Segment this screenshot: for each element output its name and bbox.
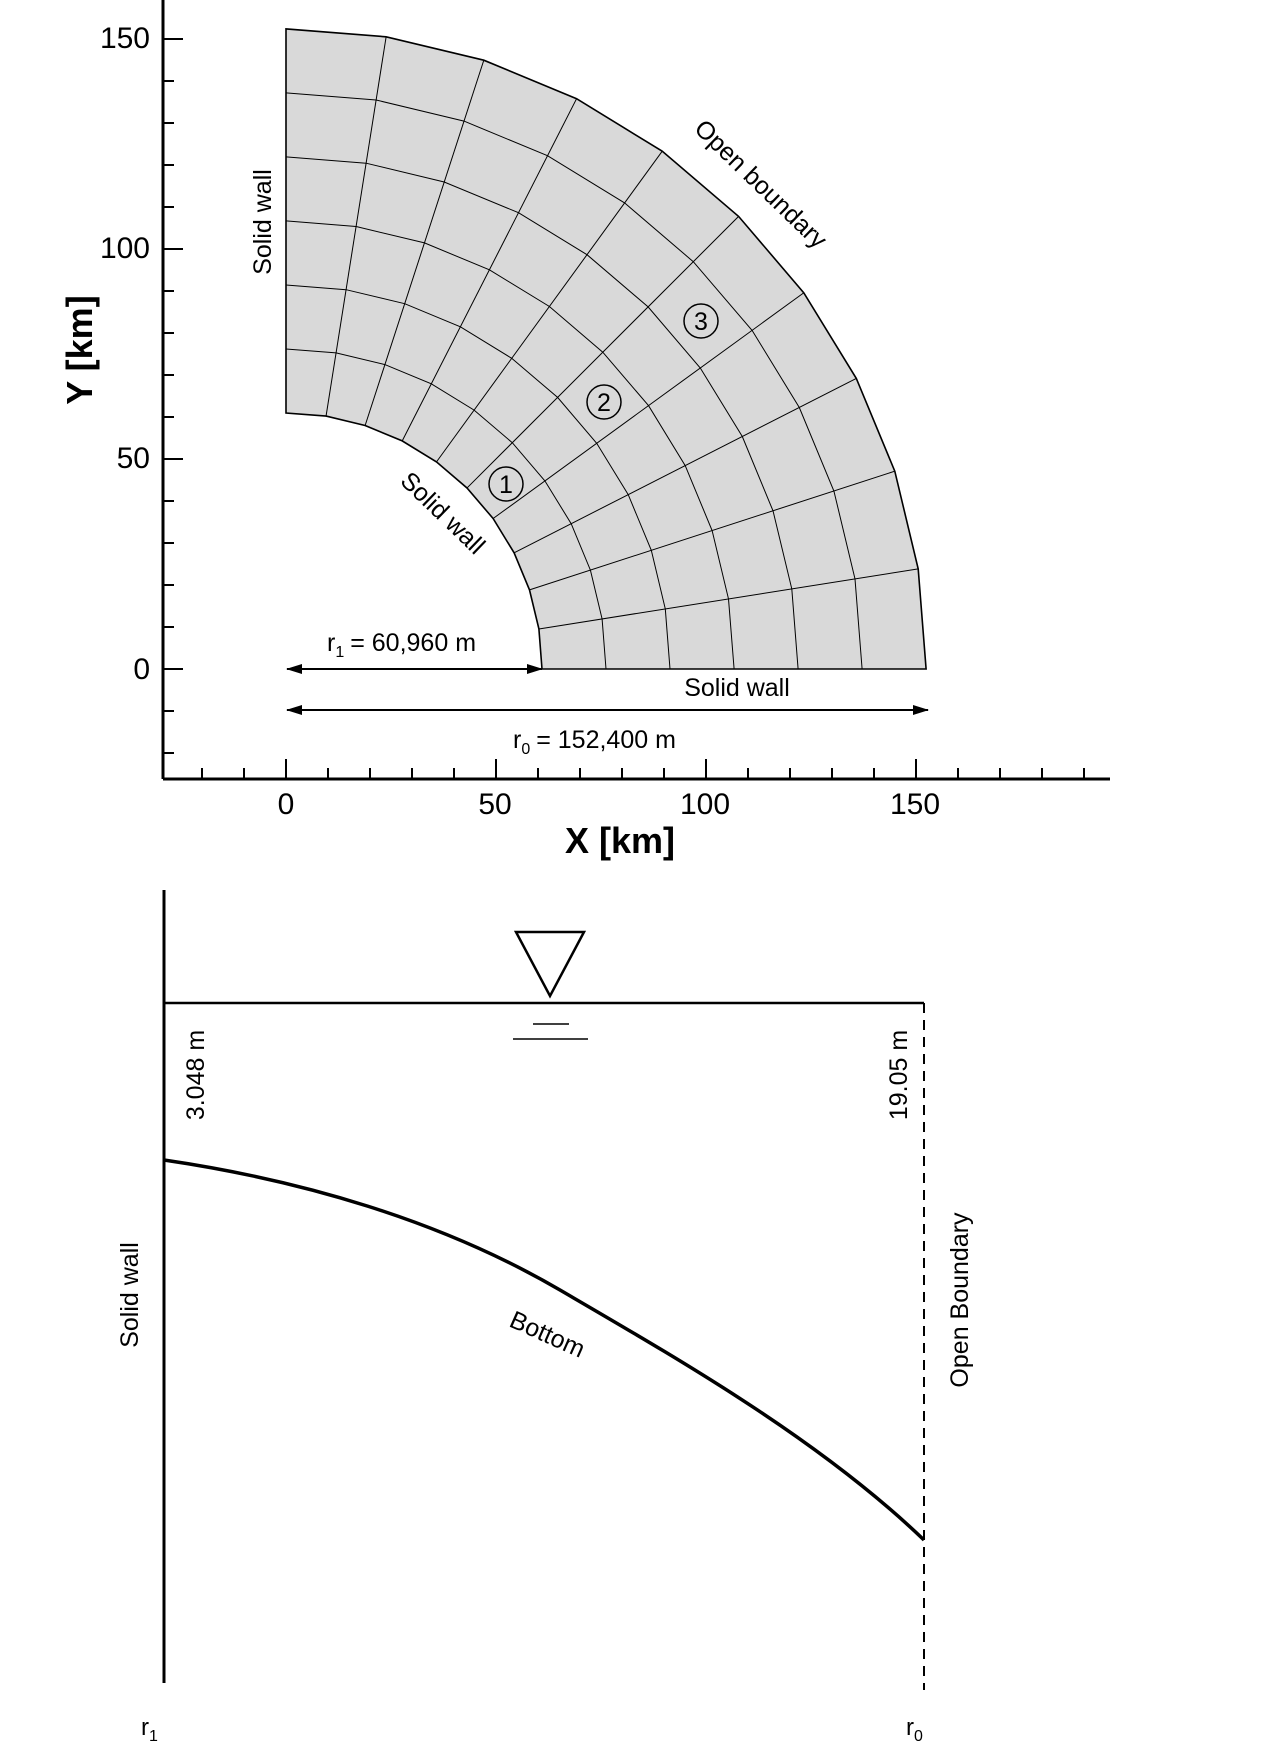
r1-value: = 60,960 m — [350, 629, 476, 657]
marker-2: 2 — [586, 384, 622, 420]
marker-2-label: 2 — [597, 389, 611, 417]
y-axis-ticks — [163, 38, 183, 754]
mesh-radial-line — [436, 150, 663, 463]
r0-symbol: r — [513, 726, 521, 754]
r1-subscript: 1 — [149, 1728, 158, 1745]
y-tick-label: 100 — [100, 232, 150, 265]
y-tick-label: 0 — [133, 653, 150, 686]
mesh-radial-line — [538, 568, 919, 630]
r0-symbol: r — [906, 1714, 914, 1741]
r1-dimension-label: r1 = 60,960 m — [327, 629, 476, 661]
x-axis-ticks — [201, 759, 1085, 779]
solid-wall-left-label: Solid wall — [249, 169, 277, 275]
mesh-radial-line — [401, 98, 578, 442]
mesh-radial-line — [364, 60, 485, 426]
quarter-annulus-mesh — [285, 28, 927, 670]
r0-subscript: 0 — [914, 1728, 923, 1745]
marker-1: 1 — [488, 466, 524, 502]
solid-wall-label: Solid wall — [116, 1242, 144, 1348]
marker-1-label: 1 — [499, 471, 513, 499]
solid-wall-bottom-label: Solid wall — [684, 674, 790, 702]
depth-profile: 3.048 m 19.05 m Solid wall Open Boundary… — [116, 890, 974, 1745]
mesh-radial-line — [513, 377, 857, 554]
y-tick-label: 50 — [117, 442, 150, 475]
x-axis-title: X [km] — [565, 820, 675, 861]
mesh-plot: 150 100 50 0 0 50 100 150 X [km] Y [km] … — [59, 0, 1110, 861]
x-tick-label: 0 — [278, 788, 295, 821]
x-tick-label: 100 — [680, 788, 730, 821]
depth-right-label: 19.05 m — [885, 1030, 913, 1120]
r1-subscript: 1 — [335, 644, 344, 661]
mesh-radial-line — [529, 470, 895, 591]
r1-symbol: r — [327, 629, 335, 657]
r0-axis-label: r0 — [906, 1714, 923, 1745]
marker-3-label: 3 — [694, 308, 708, 336]
y-tick-label: 150 — [100, 22, 150, 55]
open-boundary-label: Open Boundary — [946, 1212, 974, 1388]
r0-value: = 152,400 m — [536, 726, 676, 754]
r0-dimension-label: r0 = 152,400 m — [513, 726, 676, 758]
x-tick-label: 150 — [890, 788, 940, 821]
mesh-radial-line — [492, 292, 805, 519]
r0-subscript: 0 — [521, 741, 530, 758]
r1-axis-label: r1 — [141, 1714, 158, 1745]
r1-symbol: r — [141, 1714, 149, 1741]
y-axis-title: Y [km] — [59, 295, 100, 404]
mesh-radial-line — [325, 36, 387, 417]
water-level-icon — [513, 930, 588, 1040]
x-tick-label: 50 — [478, 788, 511, 821]
mesh-radial-line — [466, 216, 739, 489]
bottom-curve — [163, 1158, 926, 1542]
depth-left-label: 3.048 m — [182, 1030, 210, 1120]
bottom-label: Bottom — [505, 1306, 589, 1364]
marker-3: 3 — [683, 303, 719, 339]
axes — [161, 0, 1110, 781]
